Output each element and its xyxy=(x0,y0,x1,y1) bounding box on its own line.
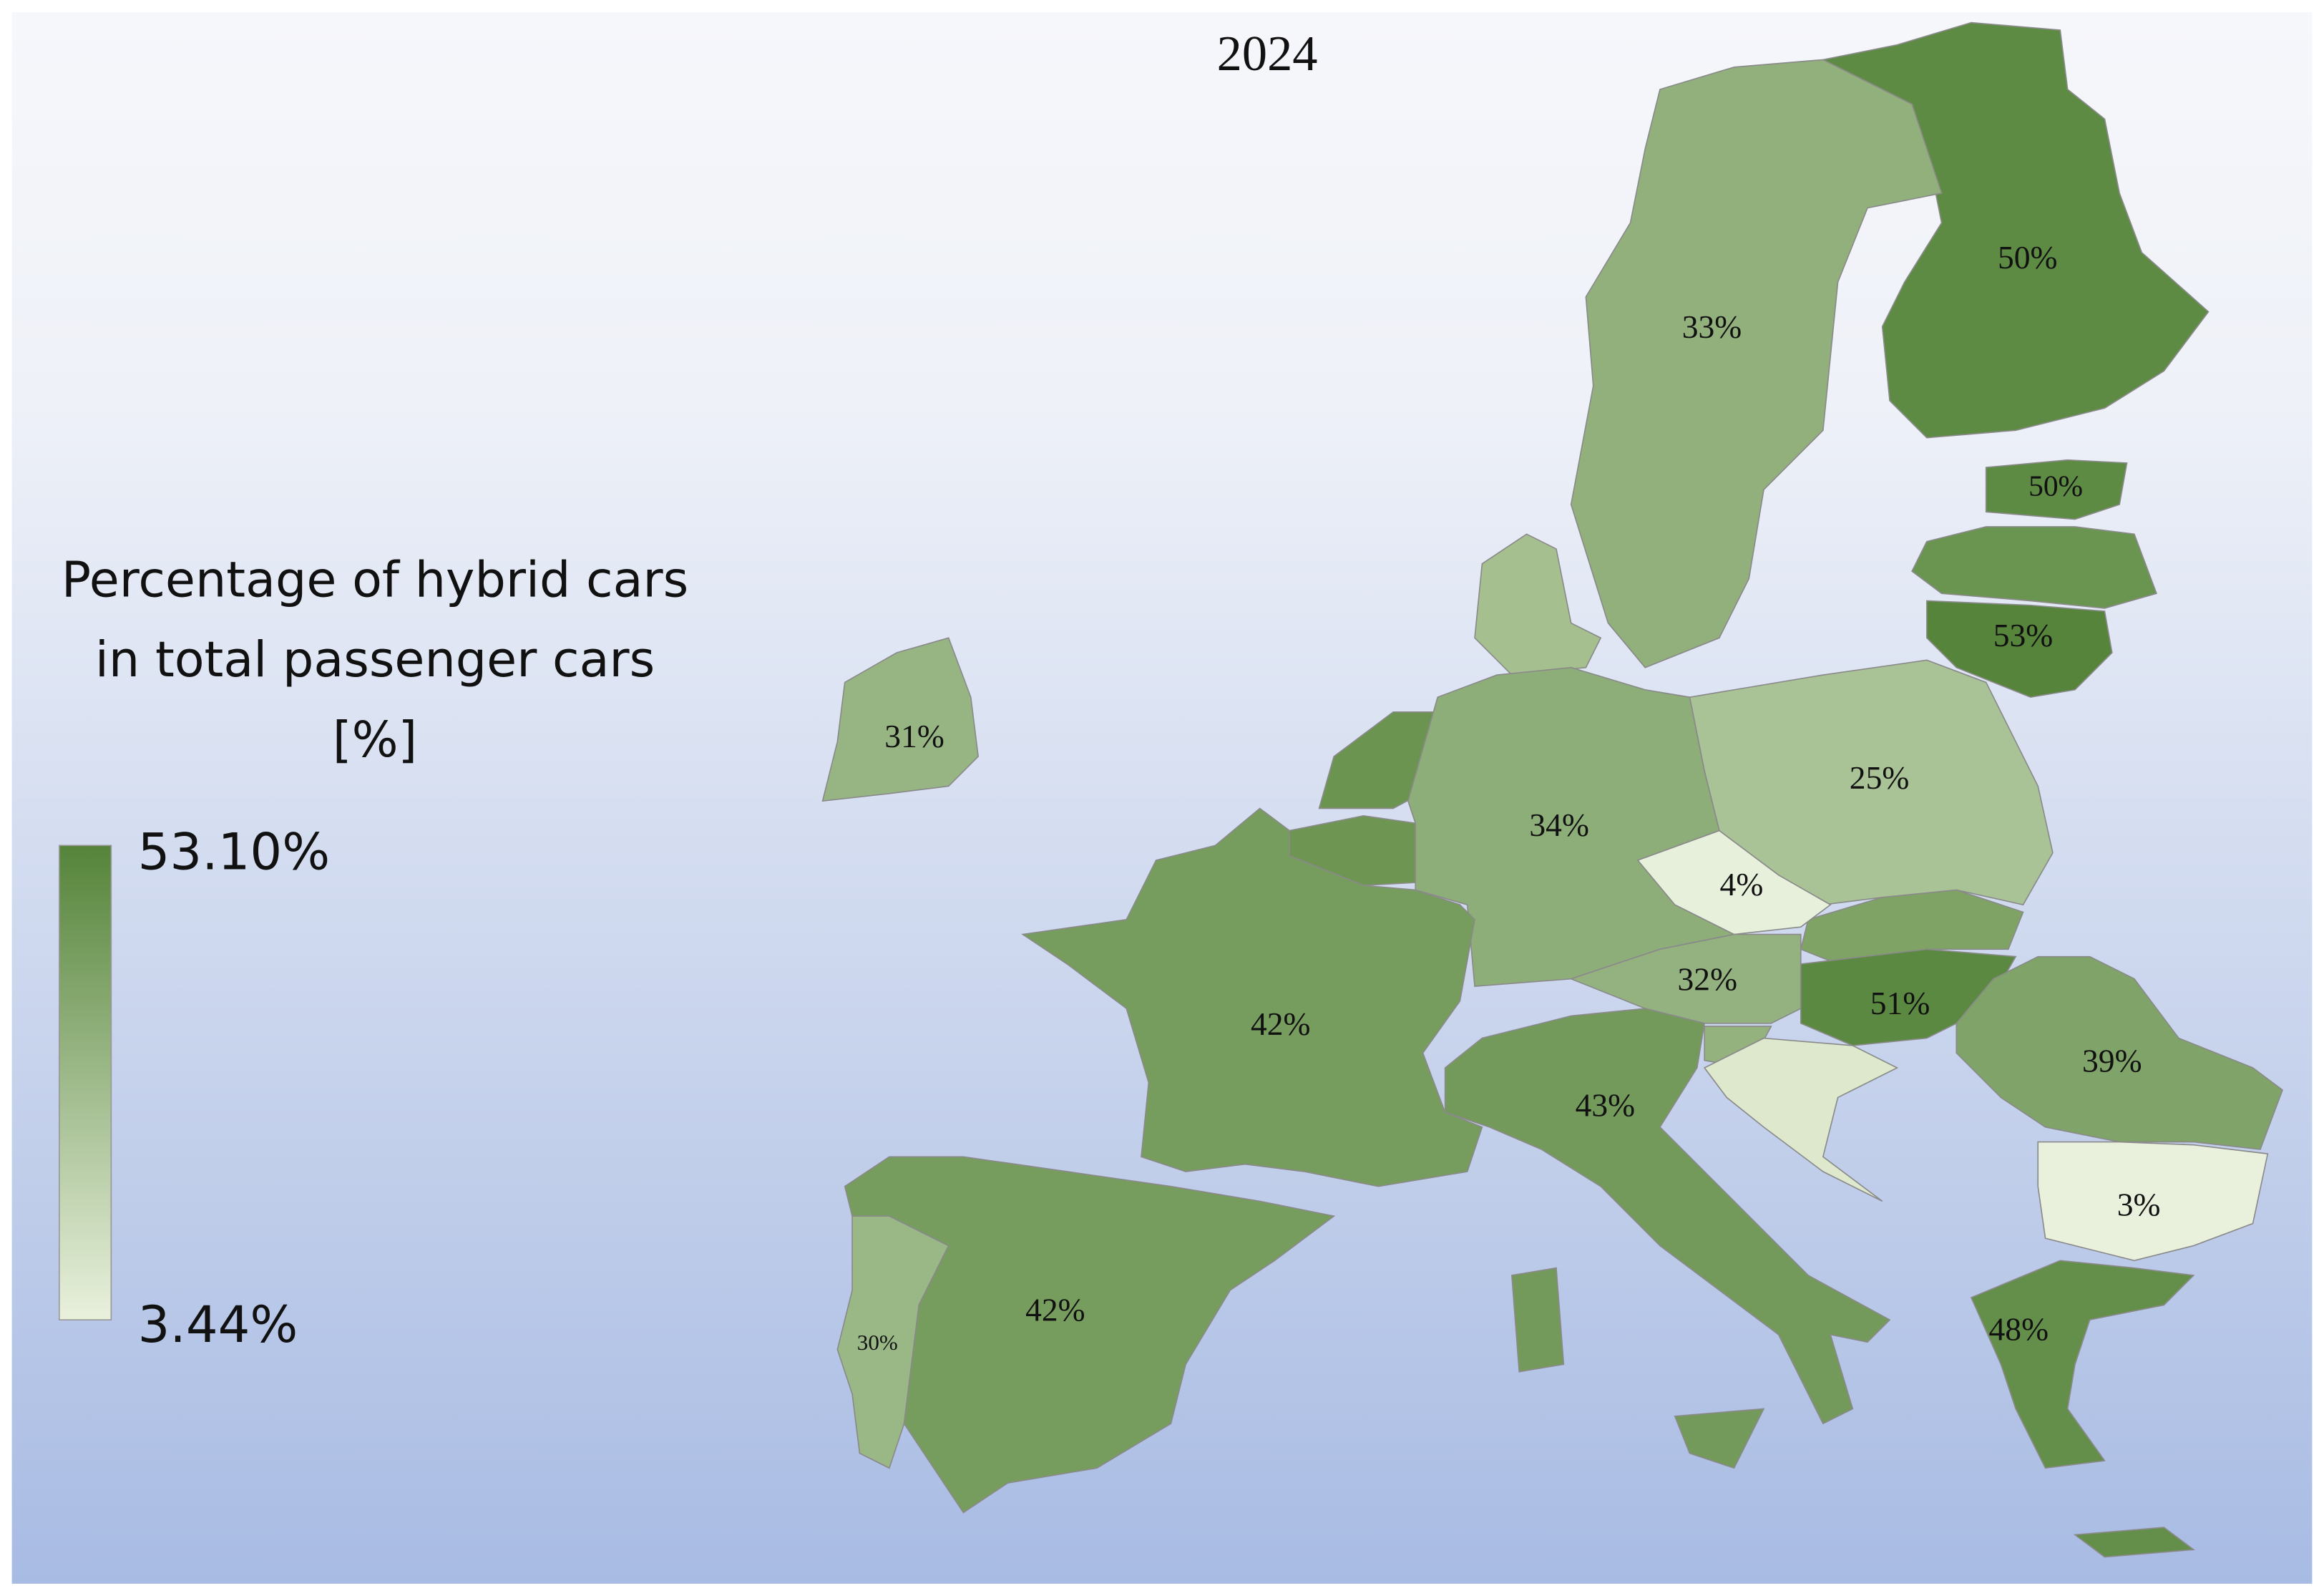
country-italy xyxy=(1444,1008,1891,1469)
country-romania xyxy=(1956,955,2283,1150)
country-denmark xyxy=(1474,533,1602,676)
map-title: 2024 xyxy=(1217,26,1318,82)
legend-title: [%] xyxy=(333,712,417,769)
country-ireland xyxy=(821,637,980,802)
countries xyxy=(821,21,2283,1558)
region-label: 53% xyxy=(1993,617,2054,653)
legend-title: Percentage of hybrid cars xyxy=(62,552,688,608)
country-greece xyxy=(1970,1260,2195,1558)
region-label: 51% xyxy=(1870,985,1930,1021)
region-label: 25% xyxy=(1850,759,1910,796)
region-label: 43% xyxy=(1576,1087,1636,1124)
country-croatia xyxy=(1703,1037,1899,1202)
country-czechia xyxy=(1636,829,1832,935)
country-france xyxy=(1021,807,1483,1187)
country-bulgaria xyxy=(2037,1141,2269,1262)
legend-max-label: 53.10% xyxy=(138,822,330,881)
region-label: 39% xyxy=(2082,1043,2142,1079)
region-labels: 50% 33% 50% 53% 31% 25% 34% 4% 32% 51% 42% 43% 39% 3%… xyxy=(857,239,2161,1355)
legend-min-label: 3.44% xyxy=(138,1295,298,1354)
country-spain xyxy=(844,1156,1336,1514)
region-label: 31% xyxy=(884,718,944,754)
region-label: 48% xyxy=(1989,1311,2049,1348)
country-lithuania xyxy=(1926,600,2113,698)
region-label: 4% xyxy=(1720,866,1764,902)
region-label: 50% xyxy=(1998,239,2058,276)
region-label: 33% xyxy=(1682,308,1742,345)
color-bar xyxy=(59,845,112,1320)
country-latvia xyxy=(1911,526,2158,609)
region-label: 34% xyxy=(1529,807,1589,843)
region-label: 42% xyxy=(1251,1006,1311,1042)
region-label: 3% xyxy=(2117,1187,2161,1223)
country-sweden xyxy=(1570,59,1943,668)
region-label: 32% xyxy=(1678,961,1738,998)
country-estonia xyxy=(1985,459,2128,520)
legend-title: in total passenger cars xyxy=(95,632,655,688)
region-label: 42% xyxy=(1025,1292,1085,1328)
region-label: 30% xyxy=(857,1330,898,1355)
region-label: 50% xyxy=(2028,469,2083,502)
